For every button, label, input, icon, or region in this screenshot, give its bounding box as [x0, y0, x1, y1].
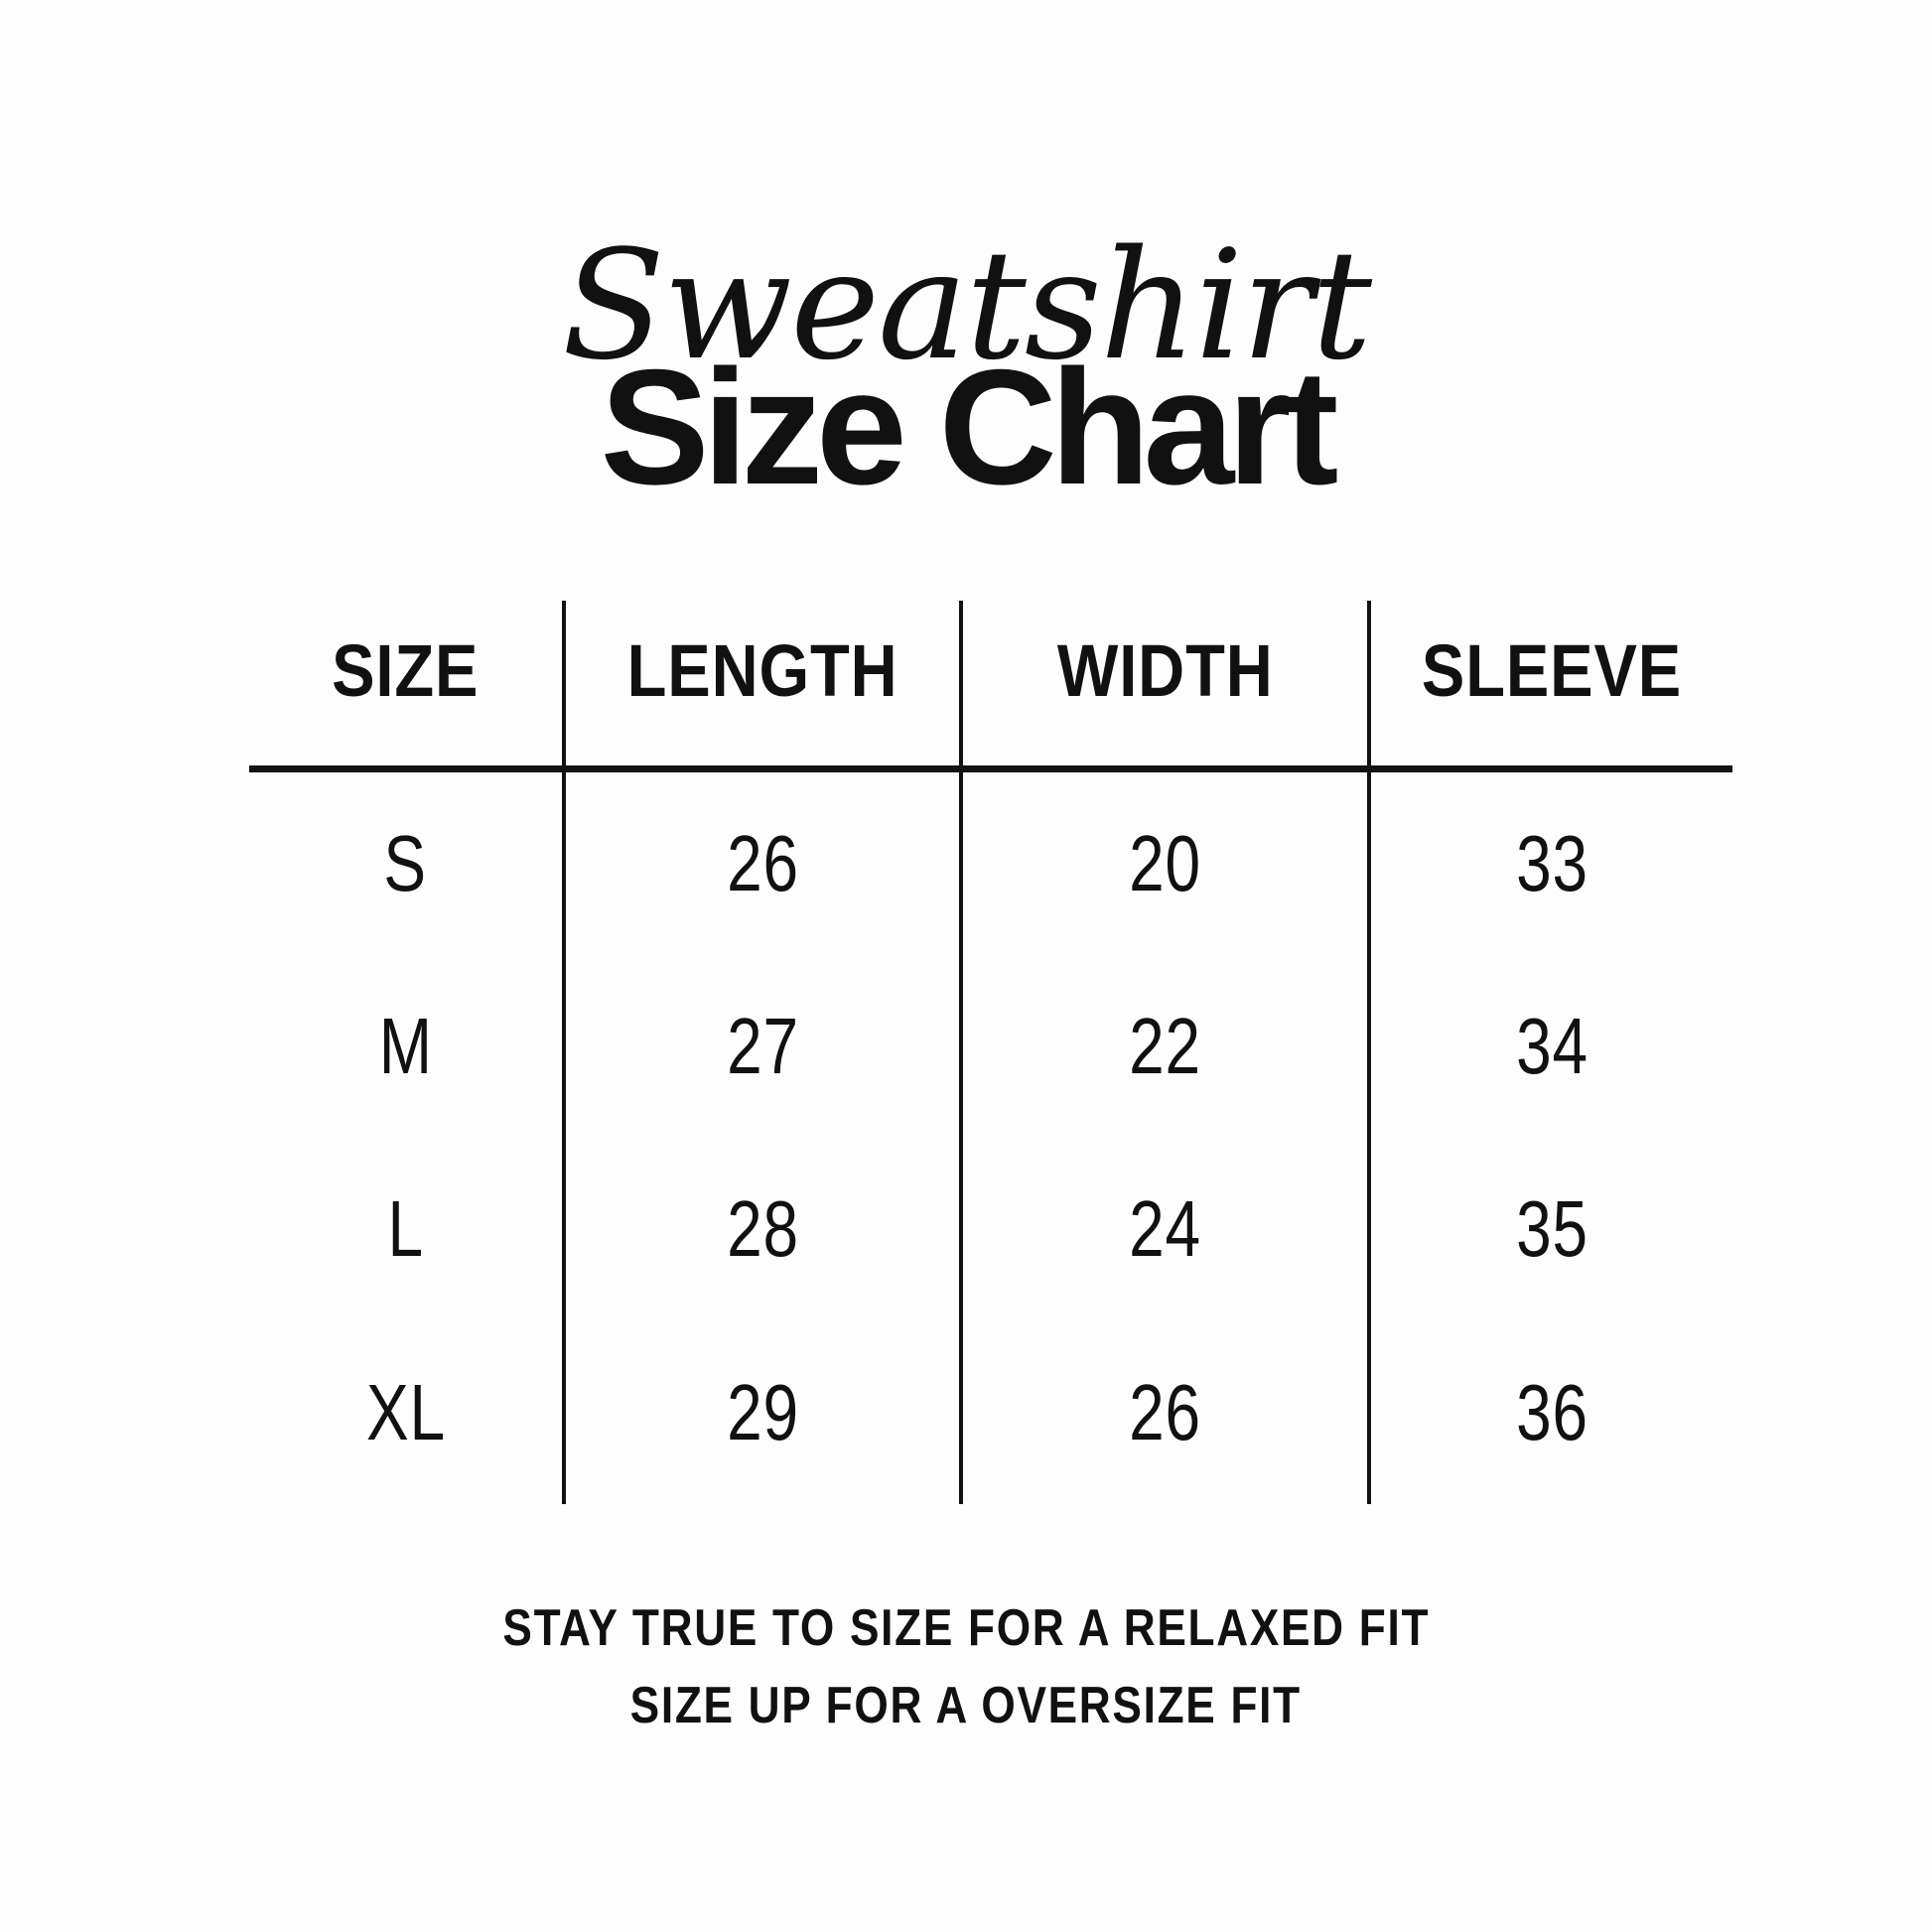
value-cell: 27	[562, 955, 959, 1138]
value-cell: 28	[562, 1138, 959, 1320]
value-cell: 22	[959, 955, 1367, 1138]
cell-value: 24	[1129, 1184, 1201, 1273]
header-label-width: WIDTH	[1056, 628, 1274, 712]
cell-value: 20	[1129, 819, 1201, 907]
header-cell-width: WIDTH	[959, 601, 1367, 772]
row-label-cell: S	[249, 772, 562, 955]
value-cell: 26	[959, 1320, 1367, 1504]
cell-value: 27	[726, 1002, 799, 1090]
fit-note: STAY TRUE TO SIZE FOR A RELAXED FIT SIZE…	[0, 1589, 1932, 1744]
fit-note-text-1: STAY TRUE TO SIZE FOR A RELAXED FIT	[502, 1599, 1430, 1657]
cell-value: 35	[1515, 1184, 1588, 1273]
value-cell: 24	[959, 1138, 1367, 1320]
row-label-cell: M	[249, 955, 562, 1138]
size-label: M	[378, 1002, 433, 1090]
fit-note-line-2: SIZE UP FOR A OVERSIZE FIT	[0, 1667, 1932, 1744]
cell-value: 28	[726, 1184, 799, 1273]
value-cell: 36	[1367, 1320, 1732, 1504]
fit-note-line-1: STAY TRUE TO SIZE FOR A RELAXED FIT	[0, 1589, 1932, 1667]
cell-value: 34	[1515, 1002, 1588, 1090]
header-label-size: SIZE	[332, 628, 480, 712]
cell-value: 29	[726, 1367, 799, 1456]
size-label: XL	[365, 1367, 446, 1456]
script-subtitle: Sweatshirt	[561, 217, 1372, 393]
value-cell: 20	[959, 772, 1367, 955]
size-label: L	[387, 1184, 424, 1273]
value-cell: 35	[1367, 1138, 1732, 1320]
cell-value: 22	[1129, 1002, 1201, 1090]
header-label-length: LENGTH	[626, 628, 898, 712]
value-cell: 26	[562, 772, 959, 955]
fit-note-text-2: SIZE UP FOR A OVERSIZE FIT	[629, 1677, 1303, 1734]
header-cell-size: SIZE	[249, 601, 562, 772]
value-cell: 34	[1367, 955, 1732, 1138]
value-cell: 33	[1367, 772, 1732, 955]
header-cell-length: LENGTH	[562, 601, 959, 772]
size-table: SIZE LENGTH WIDTH SLEEVE S 26 20 33 M 27…	[249, 601, 1732, 1504]
header-label-sleeve: SLEEVE	[1421, 628, 1683, 712]
value-cell: 29	[562, 1320, 959, 1504]
page-title: Size Chart	[600, 336, 1339, 518]
header-cell-sleeve: SLEEVE	[1367, 601, 1732, 772]
cell-value: 36	[1515, 1367, 1588, 1456]
row-label-cell: L	[249, 1138, 562, 1320]
size-label: S	[383, 819, 428, 907]
cell-value: 33	[1515, 819, 1588, 907]
cell-value: 26	[1129, 1367, 1201, 1456]
row-label-cell: XL	[249, 1320, 562, 1504]
cell-value: 26	[726, 819, 799, 907]
